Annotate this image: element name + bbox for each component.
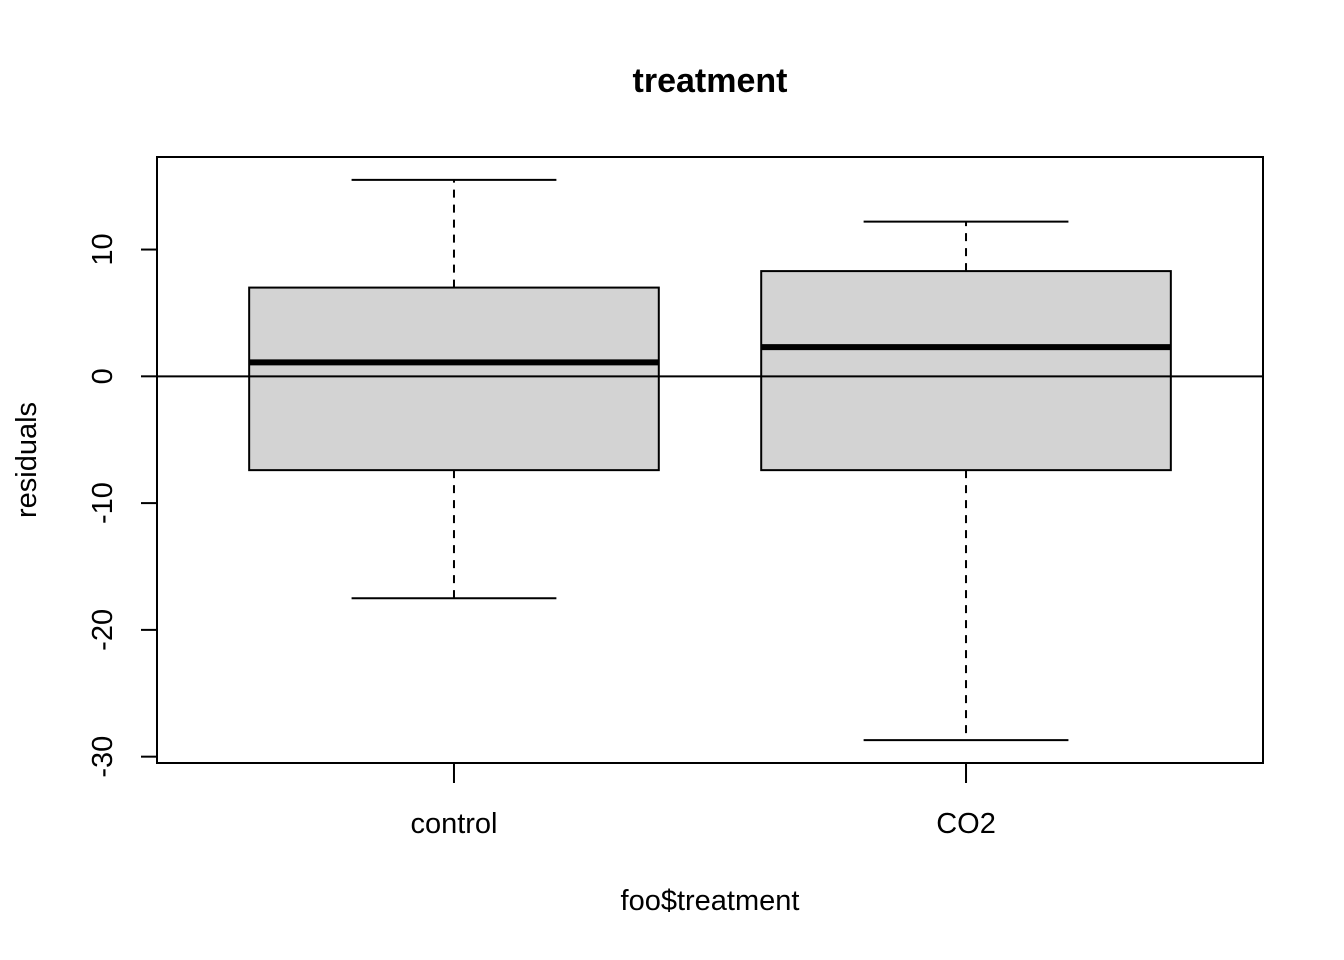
box-group-co2 bbox=[760, 220, 1172, 742]
box-iqr bbox=[760, 270, 1172, 472]
y-tick-label: -30 bbox=[87, 736, 119, 778]
plot-layer bbox=[157, 178, 1263, 742]
chart-title: treatment bbox=[633, 62, 788, 100]
y-tick-label: 10 bbox=[87, 233, 119, 265]
y-tick-label: -20 bbox=[87, 609, 119, 651]
x-axis: control CO2 bbox=[410, 762, 996, 840]
box-group-control bbox=[248, 178, 660, 600]
y-tick-label: -10 bbox=[87, 482, 119, 524]
x-tick-label: CO2 bbox=[936, 808, 996, 840]
y-axis-label: residuals bbox=[11, 402, 43, 518]
box-iqr bbox=[248, 286, 660, 472]
x-axis-label: foo$treatment bbox=[621, 885, 800, 917]
y-tick-label: 0 bbox=[87, 368, 119, 384]
x-tick-label: control bbox=[410, 808, 497, 840]
y-axis: -30 -20 -10 0 10 bbox=[87, 233, 158, 778]
